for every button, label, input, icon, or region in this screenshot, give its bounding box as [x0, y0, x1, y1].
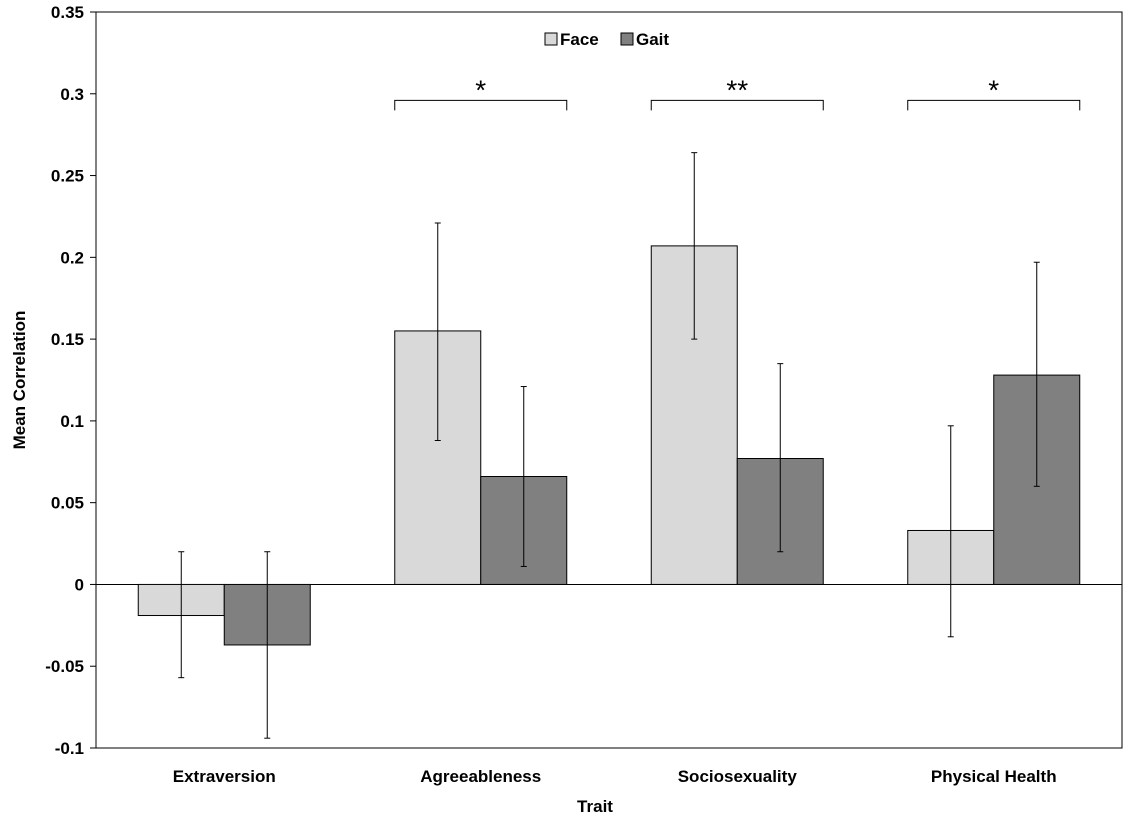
y-tick-label: 0.3	[60, 85, 84, 104]
y-tick-label: 0.2	[60, 248, 84, 267]
legend-label-face: Face	[560, 30, 599, 49]
y-axis-title: Mean Correlation	[10, 311, 29, 450]
x-tick-label: Agreeableness	[420, 767, 541, 786]
y-tick-label: 0	[75, 575, 84, 594]
x-tick-label: Sociosexuality	[678, 767, 798, 786]
significance-bracket	[650, 99, 824, 111]
significance-bracket	[907, 99, 1081, 111]
legend-label-gait: Gait	[636, 30, 669, 49]
x-axis-title: Trait	[577, 797, 613, 816]
x-tick-label: Physical Health	[931, 767, 1057, 786]
significance-label: *	[988, 74, 999, 105]
y-tick-label: 0.25	[51, 167, 84, 186]
bar-face	[650, 245, 738, 585]
significance-brackets: * ** *	[394, 74, 1081, 111]
y-tick-label: -0.1	[55, 739, 84, 758]
bars	[137, 245, 1081, 646]
x-tick-label: Extraversion	[173, 767, 276, 786]
legend: Face Gait	[544, 30, 669, 49]
y-tick-label: 0.05	[51, 494, 84, 513]
y-tick-label: 0.15	[51, 330, 84, 349]
y-tick-label: -0.05	[45, 657, 84, 676]
error-bars	[178, 152, 1040, 739]
legend-swatch-face	[544, 32, 558, 46]
y-tick-label: 0.1	[60, 412, 84, 431]
axes: -0.1 -0.05 0 0.05 0.1 0.15 0.2 0.25 0.3 0.35 Extra…	[45, 3, 1123, 786]
significance-label: *	[475, 74, 486, 105]
y-tick-label: 0.35	[51, 3, 84, 22]
plot-frame	[95, 11, 1123, 749]
legend-swatch-gait	[620, 32, 634, 46]
significance-label: **	[726, 74, 748, 105]
significance-bracket	[394, 99, 568, 111]
